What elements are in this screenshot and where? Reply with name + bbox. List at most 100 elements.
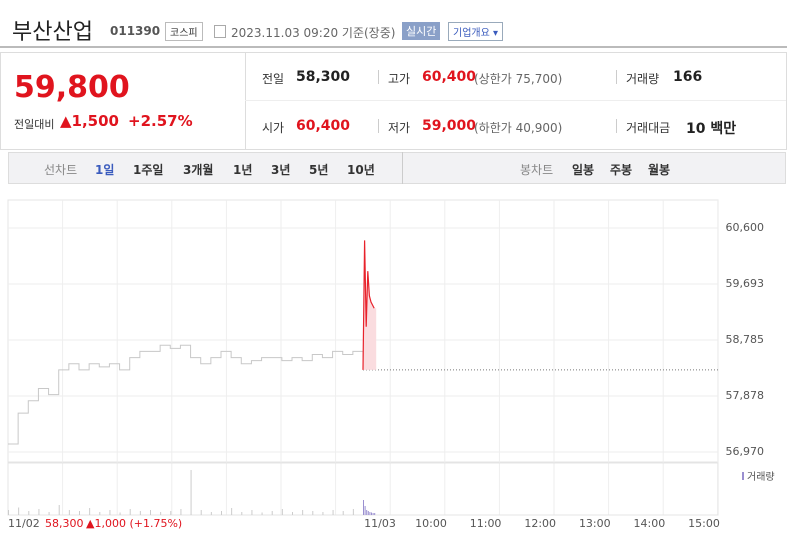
- tab[interactable]: 일봉: [572, 163, 595, 177]
- volume-bar: [231, 508, 233, 515]
- tab[interactable]: 10년: [347, 163, 375, 177]
- volume-bar: [190, 470, 192, 515]
- volume-bar: [28, 511, 30, 515]
- x-tick-label: 12:00: [524, 517, 556, 530]
- volume-bar: [374, 513, 376, 515]
- volume-bar: [8, 510, 9, 515]
- footer-price: 58,300: [45, 517, 84, 530]
- company-info-button[interactable]: 기업개요 ▾: [448, 22, 504, 41]
- field-value: 60,400: [422, 69, 477, 85]
- volume-bar: [99, 512, 101, 515]
- field-extra: (상한가 75,700): [474, 72, 563, 86]
- x-tick-label: 11/03: [364, 517, 396, 530]
- volume-bar: [352, 509, 354, 515]
- volume-bar: [38, 509, 40, 515]
- x-tick-label: 14:00: [634, 517, 666, 530]
- y-tick-label: 57,878: [726, 389, 765, 402]
- field-separator: [378, 70, 379, 84]
- price-change: ▲1,500: [60, 112, 119, 130]
- volume-bar: [251, 510, 253, 515]
- market-badge: 코스피: [165, 22, 203, 41]
- tab[interactable]: 월봉: [648, 163, 671, 177]
- volume-bar: [221, 511, 222, 515]
- volume-bar: [369, 512, 371, 515]
- tab-divider: [402, 152, 403, 184]
- y-tick-label: 58,785: [726, 333, 765, 346]
- stock-name: 부산산업: [12, 20, 93, 45]
- volume-bar: [371, 512, 372, 515]
- tab[interactable]: 1주일: [133, 163, 164, 177]
- volume-bar: [180, 509, 182, 515]
- company-info-text[interactable]: 기업개요: [453, 28, 490, 39]
- volume-bar: [367, 511, 369, 515]
- volume-bar: [150, 510, 151, 515]
- tab-label: 봉차트: [520, 163, 554, 177]
- volume-bar: [302, 510, 304, 515]
- field-separator: [616, 119, 617, 133]
- volume-bar: [89, 508, 91, 515]
- field-value: 59,000: [422, 118, 477, 134]
- today-line: [362, 240, 375, 370]
- stock-code: 011390: [110, 24, 161, 38]
- volume-bar: [241, 512, 243, 515]
- volume-bar: [281, 509, 283, 515]
- field-label: 전일: [262, 72, 285, 86]
- y-tick-label: 59,693: [726, 277, 765, 290]
- volume-bar: [200, 510, 202, 515]
- field-value: 58,300: [296, 69, 351, 85]
- tab[interactable]: 5년: [309, 163, 329, 177]
- prev-day-line: [8, 344, 364, 445]
- field-value: 60,400: [296, 118, 351, 134]
- volume-bar: [271, 511, 273, 515]
- volume-bar: [322, 512, 324, 515]
- field-label: 거래대금: [626, 121, 671, 135]
- volume-bar: [342, 511, 344, 515]
- quote-row-divider: [245, 100, 786, 101]
- volume-legend-swatch: [742, 472, 744, 480]
- volume-bar: [363, 500, 364, 515]
- field-label: 고가: [388, 72, 411, 86]
- x-tick-label: 10:00: [415, 517, 447, 530]
- volume-bar: [139, 511, 141, 515]
- volume-bar: [210, 512, 212, 515]
- volume-bar: [68, 510, 70, 515]
- field-label: 시가: [262, 121, 285, 135]
- volume-bar: [129, 509, 131, 515]
- x-tick-label: 11:00: [470, 517, 502, 530]
- field-value: 10 백만: [686, 121, 737, 137]
- tab[interactable]: 1일: [95, 163, 115, 177]
- tab[interactable]: 1년: [233, 163, 253, 177]
- volume-bar: [292, 512, 293, 515]
- field-separator: [378, 119, 379, 133]
- header-rule: [0, 46, 787, 48]
- change-label: 전일대비: [14, 118, 55, 131]
- tab[interactable]: 3년: [271, 163, 291, 177]
- y-tick-label: 60,600: [726, 221, 765, 234]
- volume-bar: [332, 510, 334, 515]
- volume-bar: [372, 513, 374, 515]
- footer-date: 11/02: [8, 517, 40, 530]
- y-tick-label: 56,970: [726, 445, 765, 458]
- volume-bar: [79, 511, 80, 515]
- footer-change: ▲1,000 (+1.75%): [86, 517, 182, 530]
- calendar-icon: [214, 25, 226, 38]
- x-tick-label: 13:00: [579, 517, 611, 530]
- volume-bar: [366, 510, 368, 515]
- field-label: 저가: [388, 121, 411, 135]
- realtime-button[interactable]: 실시간: [402, 22, 441, 40]
- volume-bar: [312, 511, 314, 515]
- field-value: 166: [673, 69, 703, 85]
- volume-bar: [364, 506, 366, 515]
- volume-legend: 거래량: [747, 471, 775, 483]
- volume-bar: [48, 512, 50, 515]
- change-rate: +2.57%: [128, 112, 193, 130]
- today-area: [363, 240, 377, 370]
- volume-bar: [119, 512, 121, 515]
- tab[interactable]: 주봉: [610, 163, 633, 177]
- x-tick-label: 15:00: [688, 517, 720, 530]
- field-label: 거래량: [626, 72, 660, 86]
- tab[interactable]: 3개월: [183, 163, 214, 177]
- timestamp: 2023.11.03 09:20 기준(장중): [231, 26, 396, 40]
- quote-divider: [245, 52, 246, 150]
